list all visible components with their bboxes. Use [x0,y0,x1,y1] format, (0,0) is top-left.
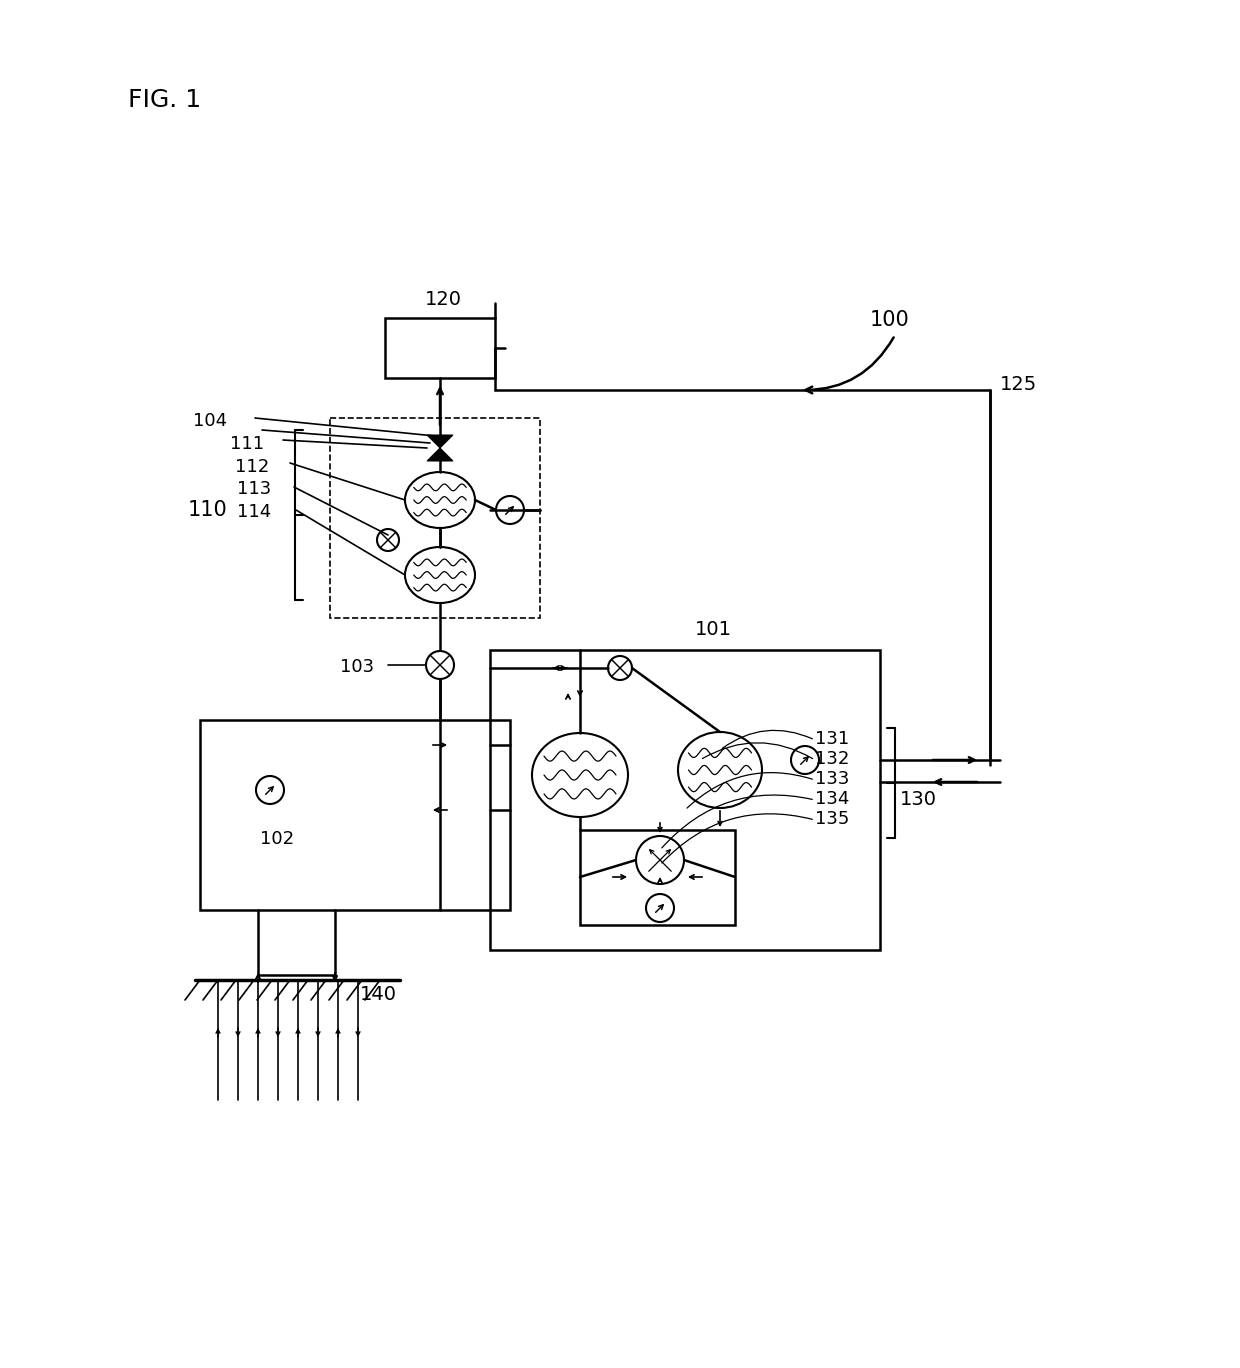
Text: 112: 112 [236,458,269,476]
Polygon shape [427,435,453,447]
Text: 110: 110 [188,499,228,520]
Circle shape [791,746,818,774]
Text: 102: 102 [260,830,294,848]
Ellipse shape [405,547,475,603]
Circle shape [255,776,284,804]
Text: 114: 114 [237,503,272,521]
Bar [330,419,539,618]
Bar [384,317,495,378]
Bar [200,720,510,910]
Text: 113: 113 [237,480,272,498]
Text: 125: 125 [999,375,1037,394]
Ellipse shape [405,472,475,528]
Circle shape [636,836,684,884]
Text: 140: 140 [360,985,397,1004]
Text: 101: 101 [694,620,732,639]
Text: 130: 130 [900,789,937,808]
Text: 111: 111 [229,435,264,453]
Text: 131: 131 [815,731,849,748]
Polygon shape [427,447,453,461]
Text: 103: 103 [340,658,374,676]
Circle shape [377,529,399,551]
Text: 133: 133 [815,770,849,788]
Circle shape [427,651,454,679]
Circle shape [496,497,525,524]
Text: 100: 100 [870,311,910,330]
Bar [580,830,735,925]
Text: 135: 135 [815,810,849,828]
Circle shape [608,657,632,680]
Text: FIG. 1: FIG. 1 [128,88,201,112]
Text: 132: 132 [815,750,849,767]
Text: 104: 104 [193,412,227,430]
Ellipse shape [678,732,763,808]
Bar [490,650,880,949]
Text: 120: 120 [425,290,463,309]
Circle shape [646,895,675,922]
Ellipse shape [532,733,627,817]
Text: 134: 134 [815,789,849,808]
